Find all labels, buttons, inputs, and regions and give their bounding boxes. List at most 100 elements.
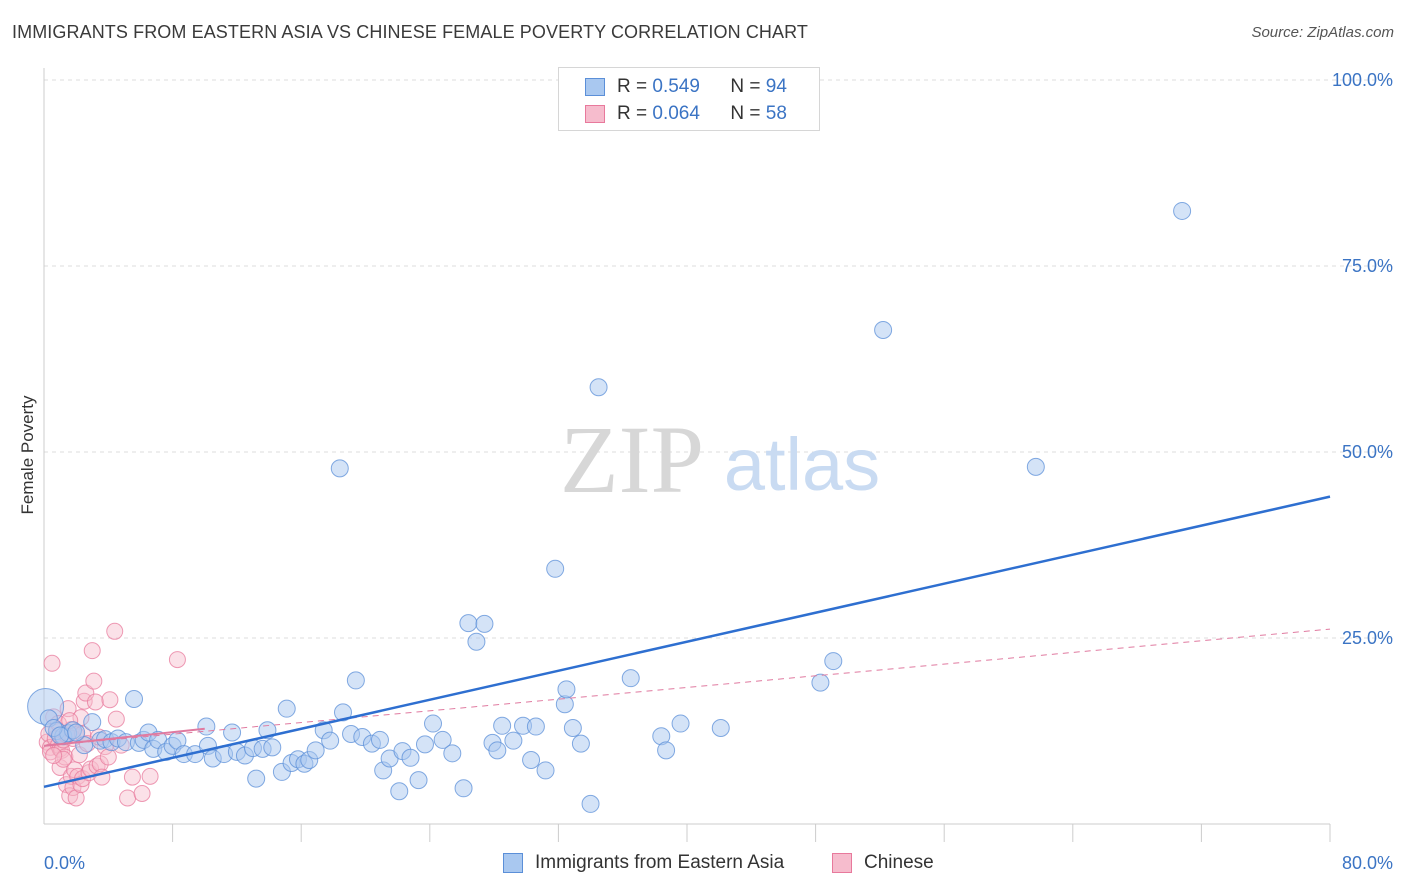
chinese-point: [133, 784, 151, 802]
y-tick-label: 50.0%: [1342, 442, 1393, 462]
chinese-point: [101, 691, 119, 709]
legend-item-eastern-asia[interactable]: Immigrants from Eastern Asia: [503, 852, 784, 874]
eastern-asia-point: [581, 794, 600, 813]
stats-legend: R = 0.549 N = 94 R = 0.064 N = 58: [558, 67, 820, 131]
eastern-asia-point: [401, 748, 420, 767]
eastern-asia-point: [424, 714, 443, 733]
eastern-asia-point: [557, 680, 576, 699]
eastern-asia-point: [197, 717, 216, 736]
eastern-asia-point: [811, 673, 830, 692]
chinese-point: [168, 651, 186, 669]
chinese-trend-solid: [43, 727, 205, 747]
eastern-asia-point: [571, 734, 590, 753]
legend-r-label: R =: [617, 103, 648, 124]
eastern-asia-point: [454, 779, 473, 798]
x-tick-label-min: 0.0%: [44, 853, 85, 873]
eastern-asia-trend-line: [43, 495, 1331, 789]
legend-label-eastern-asia: Immigrants from Eastern Asia: [535, 852, 785, 873]
eastern-asia-point: [1173, 201, 1192, 220]
eastern-asia-point: [330, 459, 349, 478]
watermark-zip: ZIP: [560, 406, 704, 513]
axis-ticks: [172, 824, 1331, 842]
legend-label-chinese: Chinese: [864, 852, 934, 873]
x-tick-label-max: 80.0%: [1342, 853, 1393, 873]
eastern-asia-point: [874, 320, 893, 339]
eastern-asia-point: [247, 769, 266, 788]
chart-title: IMMIGRANTS FROM EASTERN ASIA VS CHINESE …: [12, 22, 809, 42]
legend-r-label: R =: [617, 76, 648, 97]
chinese-point: [43, 654, 61, 672]
eastern-asia-point: [277, 699, 296, 718]
legend-swatch-pink: [832, 853, 852, 873]
eastern-asia-point: [657, 741, 676, 760]
chinese-point: [123, 768, 141, 786]
watermark: ZIP atlas: [560, 406, 880, 513]
y-axis-title: Female Poverty: [18, 395, 37, 515]
legend-swatch-blue: [585, 78, 605, 96]
eastern-asia-point: [370, 730, 389, 749]
legend-swatch-pink: [585, 105, 605, 123]
eastern-asia-point: [824, 652, 843, 671]
chinese-point: [141, 767, 159, 785]
eastern-asia-point: [621, 669, 640, 688]
chinese-point: [77, 684, 95, 702]
eastern-asia-point: [346, 671, 365, 690]
legend-n-label: N =: [730, 76, 761, 97]
chinese-point: [85, 672, 103, 690]
chinese-point: [119, 789, 137, 807]
eastern-asia-point: [1026, 457, 1045, 476]
legend-n-value: 58: [765, 103, 787, 124]
eastern-asia-point: [504, 731, 523, 750]
legend-n-value: 94: [765, 76, 787, 97]
eastern-asia-point: [526, 717, 545, 736]
eastern-asia-point: [459, 614, 478, 633]
eastern-asia-point: [415, 735, 434, 754]
eastern-asia-point: [563, 719, 582, 738]
eastern-asia-point: [433, 730, 452, 749]
chinese-point: [106, 622, 124, 640]
eastern-asia-point: [671, 714, 690, 733]
eastern-asia-point: [443, 744, 462, 763]
source-label: Source: ZipAtlas.com: [1251, 24, 1394, 41]
eastern-asia-point: [536, 761, 555, 780]
eastern-asia-point: [467, 632, 486, 651]
legend-item-chinese[interactable]: Chinese: [832, 852, 934, 874]
eastern-asia-point: [546, 559, 565, 578]
eastern-asia-point: [125, 690, 144, 709]
y-tick-label: 100.0%: [1332, 70, 1393, 90]
watermark-atlas: atlas: [724, 423, 880, 506]
eastern-asia-point: [321, 731, 340, 750]
eastern-asia-point: [522, 751, 541, 770]
chinese-point: [67, 789, 85, 807]
y-tick-label: 75.0%: [1342, 256, 1393, 276]
chinese-point: [99, 748, 117, 766]
chinese-point: [86, 693, 104, 711]
eastern-asia-point: [409, 771, 428, 790]
eastern-asia-point: [306, 741, 325, 760]
legend-n-label: N =: [730, 103, 761, 124]
eastern-asia-point: [67, 723, 86, 742]
chinese-point: [83, 642, 101, 660]
chinese-point: [45, 747, 63, 765]
y-tick-labels: 25.0% 50.0% 75.0% 100.0%: [1332, 70, 1393, 648]
y-tick-label: 25.0%: [1342, 628, 1393, 648]
eastern-asia-point: [475, 614, 494, 633]
legend-row-eastern-asia: R = 0.549 N = 94: [585, 75, 787, 99]
eastern-asia-point: [223, 723, 242, 742]
trend-lines: [43, 495, 1331, 789]
legend-r-value: 0.549: [652, 76, 700, 97]
chinese-point: [54, 750, 72, 768]
eastern-asia-point: [333, 703, 352, 722]
legend-r-value: 0.064: [652, 103, 700, 124]
eastern-asia-point: [51, 726, 70, 745]
grid-lines: [44, 79, 1392, 639]
legend-swatch-blue: [503, 853, 523, 873]
eastern-asia-point: [493, 716, 512, 735]
eastern-asia-point: [263, 738, 282, 757]
eastern-asia-point: [390, 782, 409, 801]
series-legend: Immigrants from Eastern Asia Chinese: [0, 852, 1406, 878]
eastern-asia-point: [83, 713, 102, 732]
eastern-asia-point: [711, 719, 730, 738]
chinese-point: [107, 710, 125, 728]
